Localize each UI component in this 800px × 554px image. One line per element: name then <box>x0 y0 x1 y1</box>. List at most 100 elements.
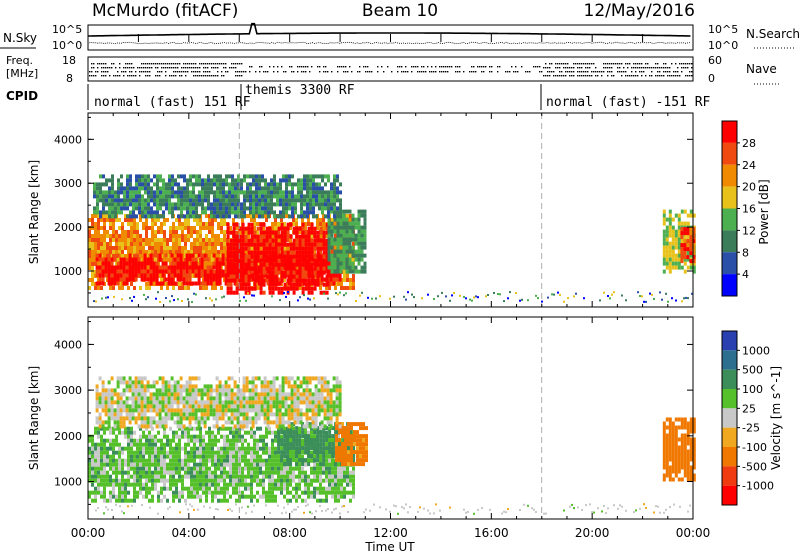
heatmap-cell <box>354 269 358 274</box>
heatmap-cell <box>100 426 103 431</box>
noise-left-tick-top: 10^5 <box>52 23 82 36</box>
heatmap-cell <box>115 218 118 222</box>
scatter-cell <box>637 291 639 294</box>
heatmap-cell <box>159 178 162 183</box>
heatmap-cell <box>145 466 148 471</box>
heatmap-cell <box>193 438 196 443</box>
scatter-cell <box>247 292 249 295</box>
scatter-cell <box>445 295 447 298</box>
heatmap-cell <box>327 225 331 230</box>
heatmap-cell <box>194 257 198 262</box>
heatmap-cell <box>135 186 138 191</box>
freq-point <box>631 71 633 73</box>
heatmap-cell <box>176 273 180 278</box>
heatmap-cell <box>169 238 172 242</box>
heatmap-cell <box>216 198 219 203</box>
heatmap-cell <box>108 206 111 211</box>
heatmap-cell <box>167 281 171 286</box>
freq-point <box>551 63 553 65</box>
freq-point <box>195 67 197 69</box>
heatmap-cell <box>349 254 352 258</box>
heatmap-cell <box>303 182 306 187</box>
heatmap-cell <box>261 202 264 207</box>
heatmap-cell <box>255 174 258 179</box>
heatmap-cell <box>686 257 690 262</box>
freq-point <box>415 66 417 68</box>
scatter-cell <box>343 294 345 297</box>
heatmap-cell <box>214 466 217 471</box>
heatmap-cell <box>330 186 333 191</box>
heatmap-cell <box>145 426 148 431</box>
heatmap-cell <box>662 213 666 218</box>
heatmap-cell <box>301 230 305 235</box>
heatmap-cell <box>252 178 255 183</box>
freq-point <box>181 67 183 69</box>
heatmap-cell <box>339 237 343 242</box>
heatmap-cell <box>213 194 216 199</box>
heatmap-cell <box>677 245 681 250</box>
heatmap-cell <box>175 434 178 439</box>
heatmap-cell <box>136 466 139 471</box>
heatmap-cell <box>325 226 329 231</box>
heatmap-cell <box>125 265 129 270</box>
heatmap-cell <box>142 494 145 499</box>
heatmap-cell <box>120 198 123 203</box>
heatmap-cell <box>199 462 202 467</box>
heatmap-cell <box>222 178 225 183</box>
heatmap-cell <box>339 249 343 254</box>
freq-point <box>585 67 587 69</box>
heatmap-cell <box>161 281 165 286</box>
heatmap-cell <box>93 210 96 215</box>
heatmap-cell <box>155 273 159 278</box>
freq-point <box>577 71 579 73</box>
heatmap-cell <box>179 261 183 266</box>
heatmap-cell <box>235 254 239 259</box>
heatmap-cell <box>689 251 693 256</box>
freq-point <box>577 75 579 77</box>
heatmap-cell <box>178 442 181 447</box>
freq-point <box>241 75 243 77</box>
heatmap-cell <box>190 262 193 266</box>
scatter-cell <box>653 298 655 300</box>
freq-point <box>227 71 229 73</box>
heatmap-cell <box>134 269 138 274</box>
heatmap-cell <box>146 273 150 278</box>
date-title: 12/May/2016 <box>584 1 696 21</box>
heatmap-cell <box>136 234 139 238</box>
heatmap-cell <box>360 269 364 274</box>
heatmap-cell <box>127 246 130 250</box>
freq-point <box>387 66 389 68</box>
heatmap-cell <box>689 239 693 244</box>
heatmap-cell <box>301 238 305 243</box>
heatmap-cell <box>247 262 251 267</box>
heatmap-cell <box>100 466 103 471</box>
heatmap-cell <box>680 251 684 256</box>
freq-point <box>187 67 189 69</box>
heatmap-cell <box>148 454 151 459</box>
freq-point <box>669 67 671 69</box>
freq-point <box>341 66 343 68</box>
heatmap-cell <box>197 277 201 282</box>
heatmap-cell <box>322 282 326 287</box>
heatmap-cell <box>671 245 675 250</box>
freq-point <box>471 66 473 68</box>
heatmap-cell <box>193 246 196 250</box>
heatmap-cell <box>187 230 190 234</box>
heatmap-cell <box>354 249 358 254</box>
freq-point <box>559 75 561 77</box>
heatmap-cell <box>129 178 132 183</box>
heatmap-cell <box>157 446 160 451</box>
heatmap-cell <box>283 222 286 226</box>
heatmap-cell <box>106 446 109 451</box>
heatmap-cell <box>148 498 151 503</box>
heatmap-cell <box>301 254 305 259</box>
heatmap-cell <box>162 214 165 219</box>
heatmap-cell <box>244 286 248 291</box>
freq-point <box>595 75 597 77</box>
freq-point <box>667 67 669 69</box>
heatmap-cell <box>114 198 117 203</box>
heatmap-cell <box>129 202 132 207</box>
heatmap-cell <box>343 278 346 282</box>
heatmap-cell <box>106 458 109 463</box>
heatmap-cell <box>176 253 180 258</box>
